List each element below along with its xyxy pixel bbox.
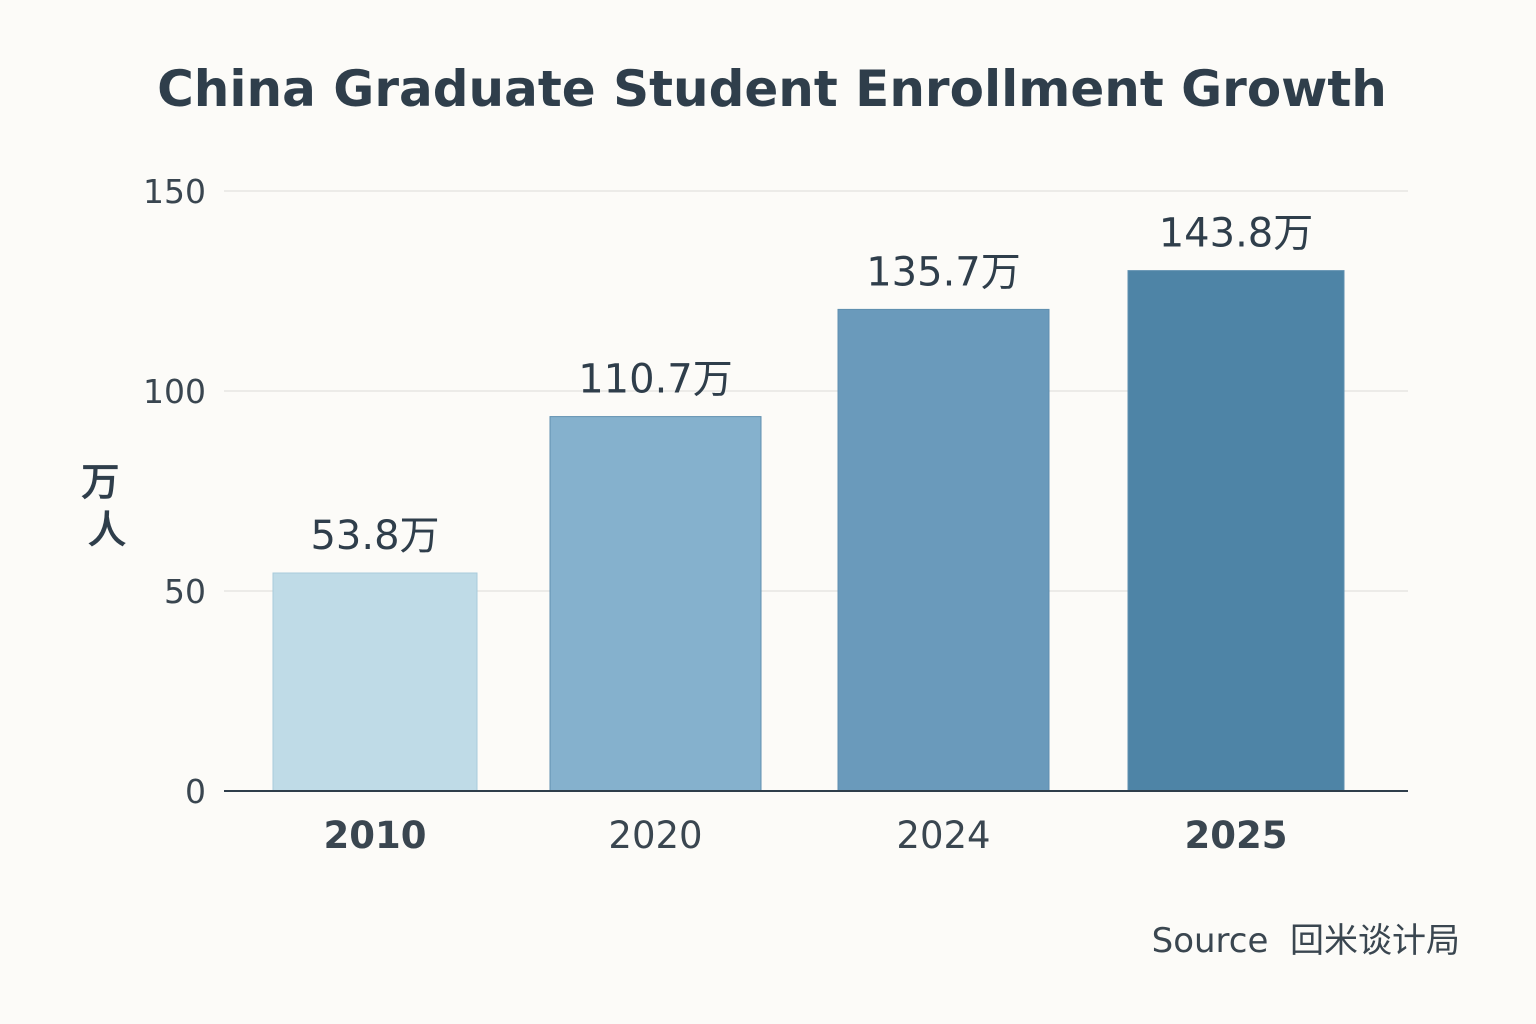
chart-title: China Graduate Student Enrollment Growth	[157, 60, 1387, 118]
y-tick-label: 100	[143, 372, 206, 411]
data-label-2024: 135.7万	[866, 249, 1021, 295]
y-tick-label: 50	[164, 572, 206, 611]
bar-2024	[837, 308, 1050, 792]
x-tick-label-2025: 2025	[1185, 814, 1288, 857]
y-tick-label: 150	[143, 172, 206, 211]
data-label-2010: 53.8万	[310, 513, 439, 559]
y-axis-label: 万 人	[81, 460, 132, 552]
x-tick-label-2024: 2024	[896, 814, 990, 857]
y-tick-label: 0	[185, 772, 206, 811]
bar-2010	[272, 572, 478, 792]
bar-2025	[1127, 270, 1345, 792]
data-label-2020: 110.7万	[578, 357, 733, 403]
data-label-2025: 143.8万	[1159, 211, 1314, 257]
x-tick-label-2020: 2020	[608, 814, 702, 857]
bars	[272, 270, 1345, 792]
source-note: Source 回米谈计局	[1152, 921, 1460, 961]
y-axis-ticks: 0 50 100 150	[143, 172, 206, 811]
data-labels: 53.8万 110.7万 135.7万 143.8万	[310, 211, 1313, 559]
x-tick-label-2010: 2010	[324, 814, 427, 857]
bar-2020	[549, 416, 762, 792]
x-axis-ticks: 2010 2020 2024 2025	[324, 814, 1288, 857]
